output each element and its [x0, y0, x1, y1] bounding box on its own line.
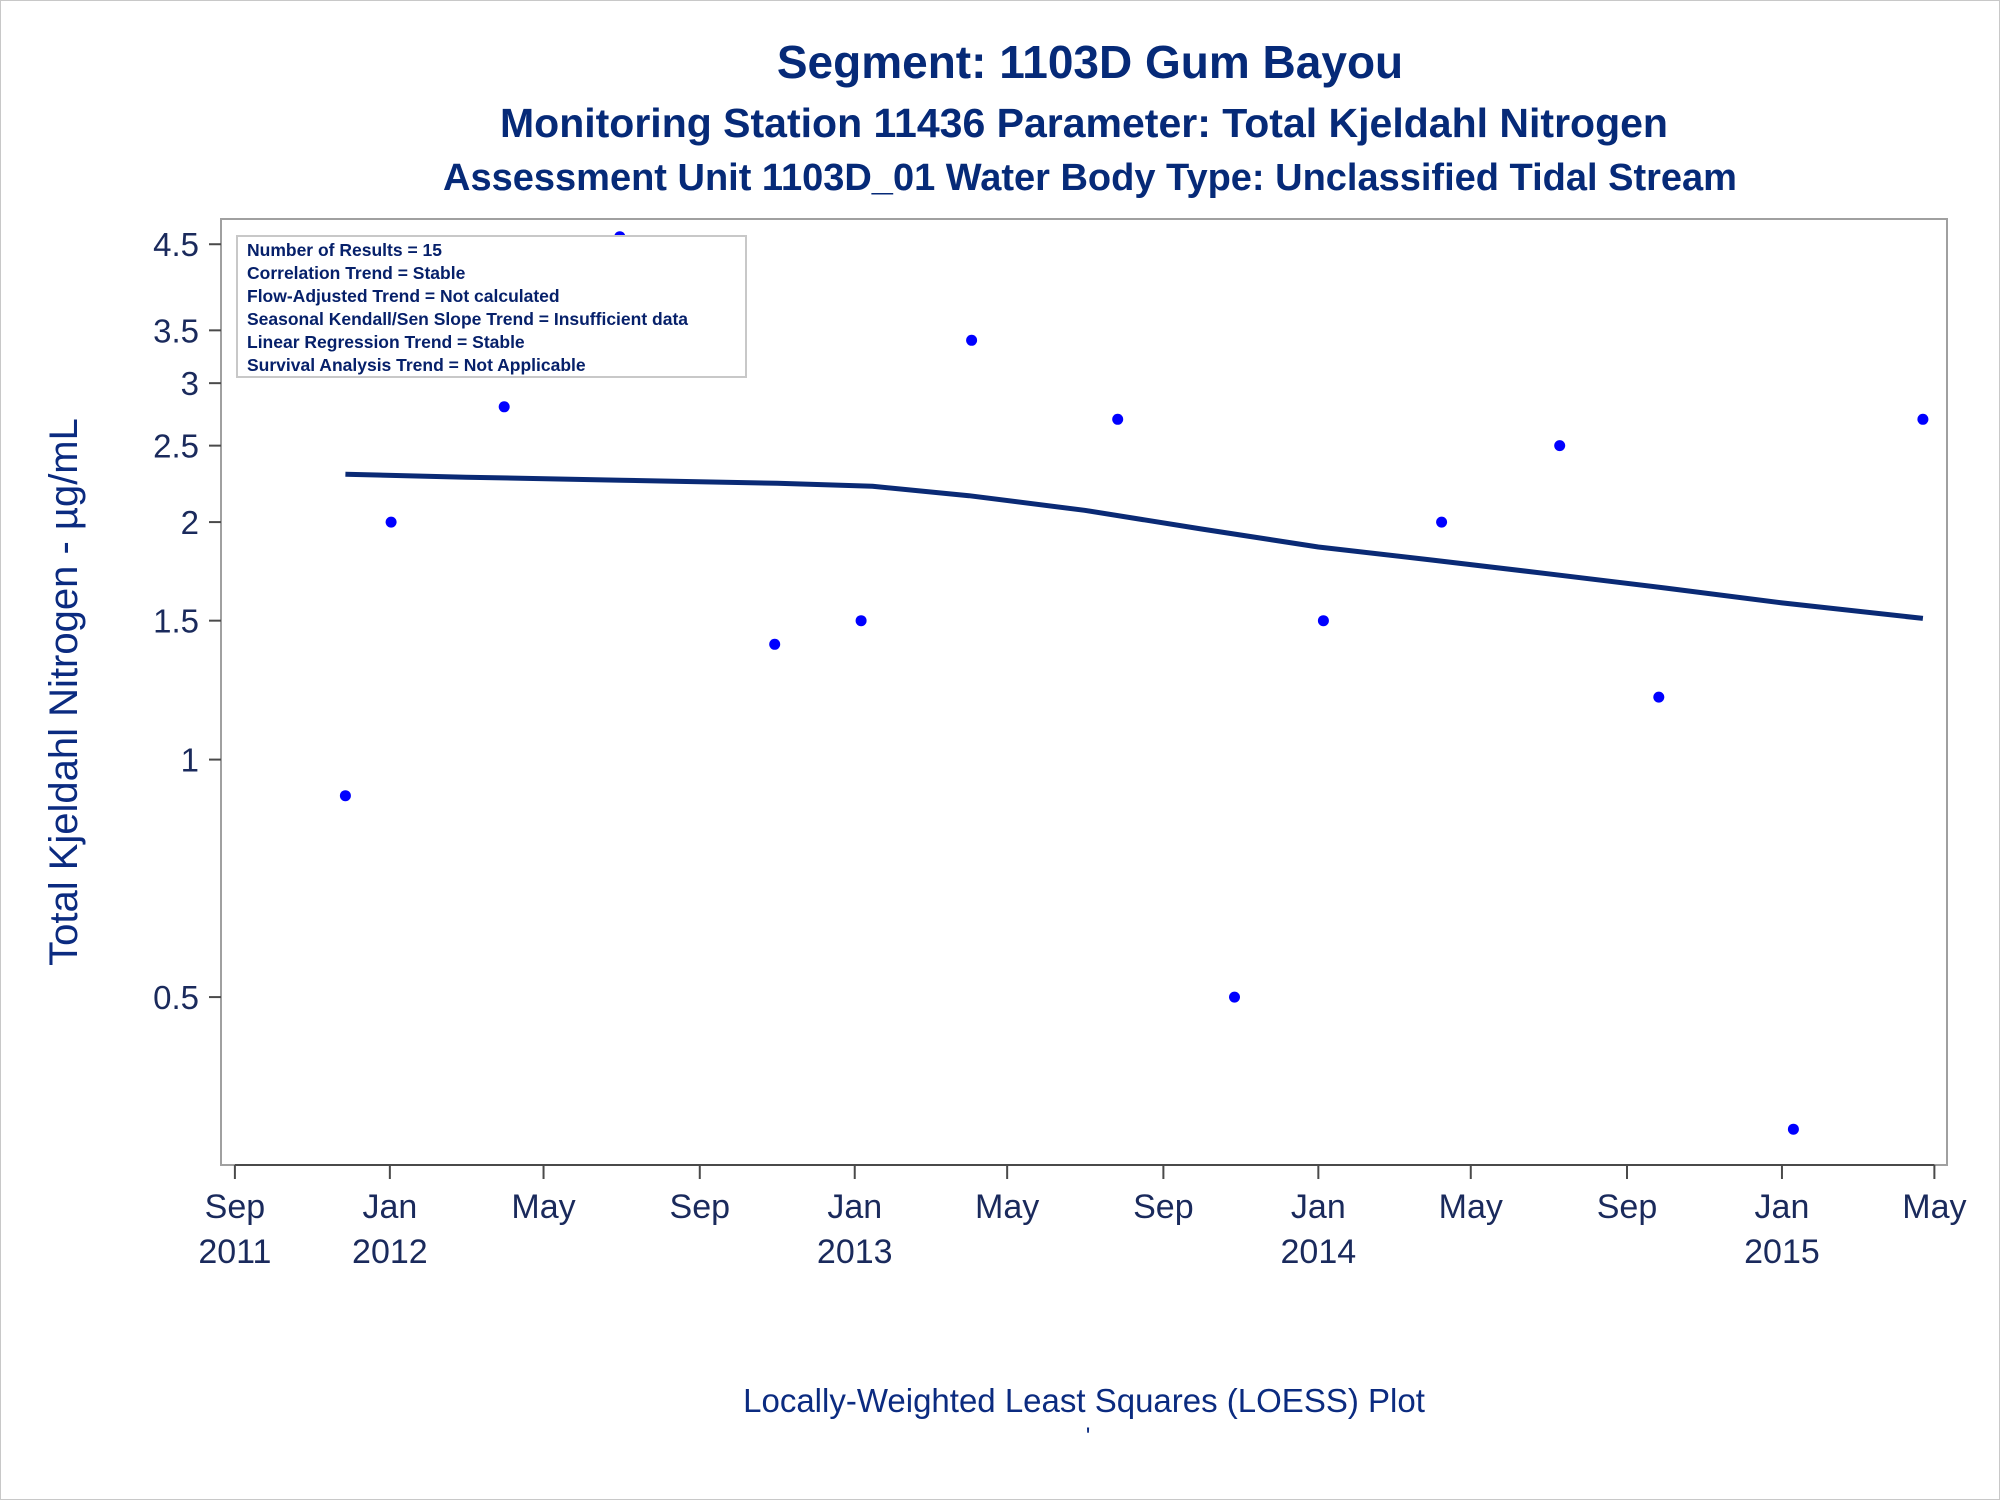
loess-line-series — [345, 471, 1924, 621]
y-tick-label: 4.5 — [153, 226, 199, 263]
chart-subtitle: Monitoring Station 11436 Parameter: Tota… — [500, 100, 1668, 146]
x-tick-label-month: Sep — [205, 1188, 266, 1226]
x-tick-label-month: May — [1439, 1188, 1503, 1226]
data-point — [1554, 440, 1566, 452]
x-tick-label-year: 2014 — [1281, 1233, 1357, 1271]
legend-box: Number of Results = 15 Correlation Trend … — [236, 235, 747, 378]
data-point — [1653, 691, 1665, 703]
legend-line: Seasonal Kendall/Sen Slope Trend = Insuf… — [247, 309, 688, 329]
x-axis-label: Locally-Weighted Least Squares (LOESS) P… — [743, 1382, 1425, 1419]
legend-line: Correlation Trend = Stable — [247, 263, 466, 283]
x-tick-label-month: May — [975, 1188, 1039, 1226]
x-tick-label-month: Jan — [827, 1188, 882, 1226]
footnote-mark: ' — [1086, 1423, 1091, 1450]
data-point — [1317, 615, 1329, 627]
x-tick-label-year: 2015 — [1744, 1233, 1820, 1271]
x-tick-label-month: Sep — [1133, 1188, 1194, 1226]
legend-line: Survival Analysis Trend = Not Applicable — [247, 355, 586, 375]
x-tick-label-month: Sep — [1597, 1188, 1658, 1226]
legend-line: Flow-Adjusted Trend = Not calculated — [247, 286, 560, 306]
y-tick-label: 1.5 — [153, 603, 199, 640]
legend-line: Linear Regression Trend = Stable — [247, 332, 525, 352]
x-axis: Sep 2011 Jan 2012 May Sep Jan 2013 May Sep Jan 2014… — [198, 1164, 1966, 1271]
data-point — [1112, 413, 1124, 425]
x-tick-label-year: 2012 — [352, 1233, 428, 1271]
x-tick-label-year: 2013 — [817, 1233, 893, 1271]
x-tick-label-year: 2011 — [198, 1233, 271, 1271]
data-point — [769, 638, 781, 650]
chart-title: Segment: 1103D Gum Bayou — [777, 36, 1403, 88]
x-tick-label-month: Jan — [362, 1188, 417, 1226]
y-axis-label: Total Kjeldahl Nitrogen - µg/mL — [42, 418, 86, 966]
data-point — [498, 401, 510, 413]
y-tick-label: 0.5 — [153, 979, 199, 1016]
data-point — [385, 516, 397, 528]
x-tick-label-month: Jan — [1291, 1188, 1346, 1226]
y-axis: 0.5 1 1.5 2 2.5 3 3.5 4.5 — [153, 226, 221, 1016]
y-tick-label: 3 — [181, 365, 199, 402]
data-point — [1436, 516, 1448, 528]
y-tick-label: 1 — [181, 742, 199, 779]
data-point — [855, 615, 867, 627]
loess-trend-line — [345, 471, 1924, 621]
y-tick-label: 3.5 — [153, 312, 199, 349]
data-point — [966, 334, 978, 346]
legend-line: Number of Results = 15 — [247, 240, 442, 260]
data-point — [1917, 413, 1929, 425]
x-tick-label-month: Sep — [670, 1188, 731, 1226]
y-tick-label: 2 — [181, 504, 199, 541]
y-tick-label: 2.5 — [153, 428, 199, 465]
chart-subtitle-2: Assessment Unit 1103D_01 Water Body Type… — [443, 157, 1737, 199]
data-point — [339, 790, 351, 802]
x-tick-label-month: May — [511, 1188, 575, 1226]
x-tick-label-month: Jan — [1755, 1188, 1810, 1226]
x-tick-label-month: May — [1902, 1188, 1966, 1226]
data-point — [1229, 991, 1240, 1003]
data-point — [1787, 1123, 1799, 1135]
legend-frame — [236, 235, 747, 378]
